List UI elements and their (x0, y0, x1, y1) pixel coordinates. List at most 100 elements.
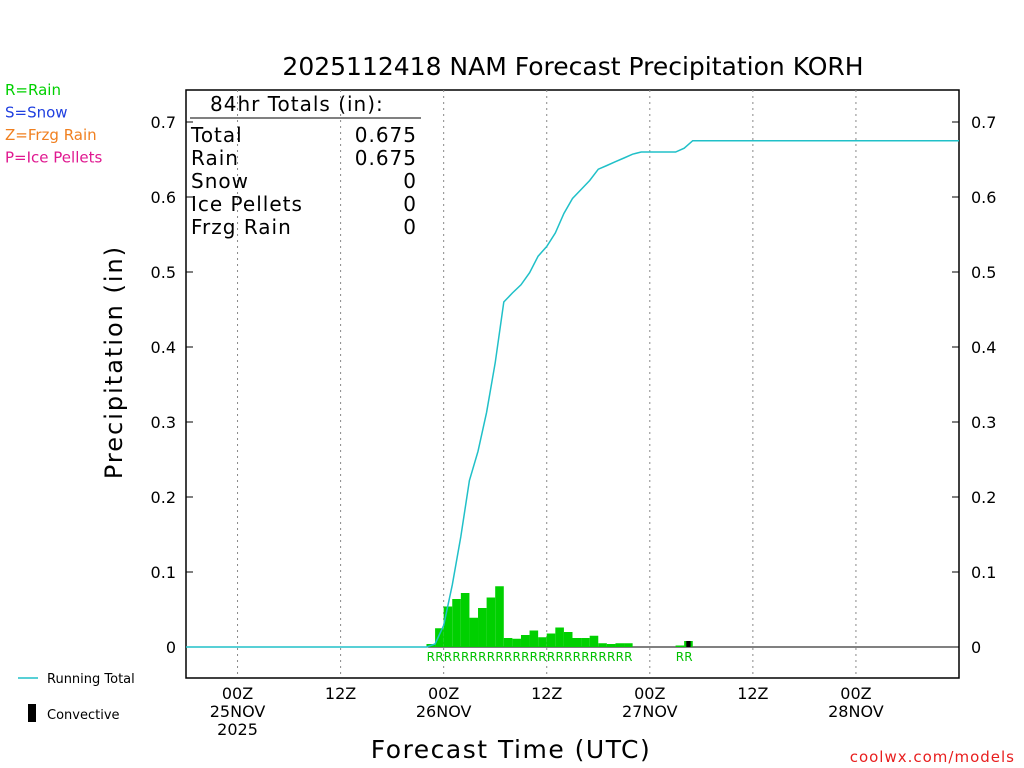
x-tick-label: 27NOV (622, 702, 678, 721)
totals-row-value: 0.675 (355, 146, 417, 170)
precip-type-mark: R (581, 650, 589, 664)
y-tick-label-right: 0 (971, 638, 981, 657)
hourly-precip-bars (426, 586, 693, 647)
x-tick-label: 12Z (325, 684, 356, 703)
convective-legend-label: Convective (47, 708, 120, 723)
precip-bar (512, 638, 521, 647)
precip-bar (452, 599, 461, 647)
precip-type-mark: R (530, 650, 538, 664)
precip-bar (546, 633, 556, 647)
y-axis-label: Precipitation (in) (100, 245, 128, 479)
x-tick-label: 12Z (737, 684, 768, 703)
y-tick-label-left: 0 (166, 638, 176, 657)
x-tick-label: 00Z (840, 684, 871, 703)
precip-type-legend-item: S=Snow (5, 104, 68, 122)
convective-bar (686, 641, 691, 647)
precip-type-mark: R (555, 650, 563, 664)
precip-bar (460, 593, 470, 647)
series-legend: Running Total Convective (18, 672, 135, 723)
y-tick-label-right: 0.5 (971, 263, 996, 282)
totals-row-label: Rain (191, 146, 239, 170)
precip-type-mark: R (452, 650, 460, 664)
precip-bar (563, 632, 573, 647)
precip-bar (495, 586, 504, 647)
totals-box: 84hr Totals (in): Total 0.675 Rain 0.675 Sno… (190, 92, 421, 239)
y-tick-label-left: 0.7 (151, 113, 176, 132)
precip-bar (555, 627, 564, 647)
precip-bar (581, 638, 590, 647)
vertical-gridlines (237, 90, 857, 678)
totals-row-value: 0.675 (355, 123, 417, 147)
precip-type-mark: R (624, 650, 632, 664)
precip-type-mark: R (513, 650, 521, 664)
precip-type-mark: R (495, 650, 503, 664)
y-tick-label-right: 0.3 (971, 413, 996, 432)
x-tick-label: 25NOV (210, 702, 266, 721)
precip-type-mark: R (435, 650, 443, 664)
precip-type-mark: R (684, 650, 692, 664)
precip-type-legend-item: Z=Frzg Rain (5, 126, 97, 144)
x-axis-label: Forecast Time (UTC) (371, 735, 651, 764)
y-axis-left: 0 0.1 0.2 0.3 0.4 0.5 0.6 0.7 (151, 113, 193, 657)
precip-type-legend-item: P=Ice Pellets (5, 149, 102, 167)
precip-type-mark: R (676, 650, 684, 664)
chart-title: 2025112418 NAM Forecast Precipitation KO… (282, 52, 863, 81)
totals-row-value: 0 (403, 169, 417, 193)
totals-row-value: 0 (403, 192, 417, 216)
totals-row-value: 0 (403, 215, 417, 239)
precip-bar (435, 628, 444, 647)
plot-frame (185, 89, 960, 679)
y-tick-label-left: 0.1 (151, 563, 176, 582)
precip-bar (469, 617, 479, 647)
totals-header: 84hr Totals (in): (210, 92, 384, 116)
precip-type-mark: R (616, 650, 624, 664)
precip-type-mark: R (504, 650, 512, 664)
y-tick-label-left: 0.2 (151, 488, 176, 507)
precip-bar (520, 635, 530, 647)
x-tick-label: 00Z (222, 684, 253, 703)
y-tick-label-right: 0.7 (971, 113, 996, 132)
precip-bar (478, 608, 487, 647)
y-tick-label-left: 0.4 (151, 338, 176, 357)
credit-text: coolwx.com/models (850, 748, 1015, 766)
precip-bar (572, 638, 582, 647)
precip-type-mark: R (573, 650, 581, 664)
convective-legend-swatch (28, 704, 36, 722)
precip-type-mark: R (487, 650, 495, 664)
running-total-line (186, 139, 959, 648)
x-tick-label: 26NOV (416, 702, 472, 721)
precip-type-mark: R (564, 650, 572, 664)
precip-type-mark: R (478, 650, 486, 664)
precip-bar (503, 638, 513, 647)
precip-bar (615, 643, 625, 647)
y-tick-label-left: 0.3 (151, 413, 176, 432)
y-tick-label-left: 0.6 (151, 188, 176, 207)
precip-type-legend-item: R=Rain (5, 81, 61, 99)
precip-bar (538, 637, 547, 647)
x-tick-label: 28NOV (828, 702, 884, 721)
y-tick-label-right: 0.4 (971, 338, 996, 357)
precip-type-mark: R (521, 650, 529, 664)
x-tick-label: 12Z (531, 684, 562, 703)
y-tick-label-right: 0.2 (971, 488, 996, 507)
y-axis-right: 0 0.1 0.2 0.3 0.4 0.5 0.6 0.7 (952, 113, 996, 657)
precip-bar (598, 643, 607, 647)
x-tick-label: 00Z (428, 684, 459, 703)
precip-type-mark: R (547, 650, 555, 664)
totals-row-label: Total (190, 123, 243, 147)
convective-bars (686, 641, 691, 647)
totals-row-label: Snow (191, 169, 249, 193)
precip-bar (606, 644, 616, 647)
precip-bar (675, 645, 685, 647)
precip-type-mark: R (427, 650, 435, 664)
precip-bar (589, 635, 599, 647)
precip-type-mark: R (470, 650, 478, 664)
precip-type-mark: R (590, 650, 598, 664)
precip-bar (624, 643, 633, 647)
precip-type-mark: R (444, 650, 452, 664)
running-total-legend-label: Running Total (47, 672, 135, 687)
precip-type-mark: R (461, 650, 469, 664)
